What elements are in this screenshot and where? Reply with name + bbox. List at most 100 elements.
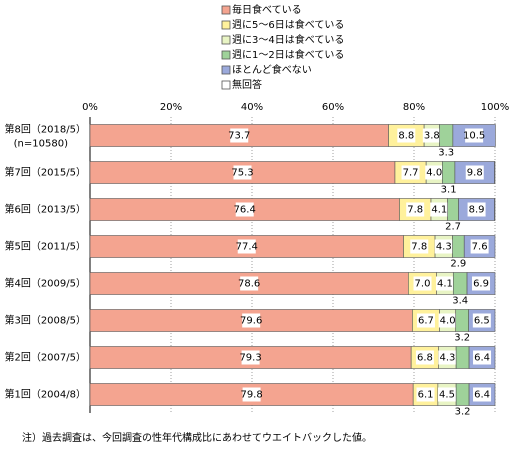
data-label: 77.4: [236, 242, 258, 253]
x-tick-label: 20%: [160, 102, 182, 113]
label-bg: [416, 313, 435, 328]
legend-swatch: [221, 80, 231, 90]
label-bg: [467, 202, 486, 217]
label-bg: [438, 313, 457, 328]
bar-segment: [455, 309, 469, 332]
label-bg: [241, 350, 260, 365]
data-label: 6.7: [418, 316, 434, 327]
data-label: 4.5: [439, 390, 455, 401]
data-label: 7.8: [411, 242, 427, 253]
y-tick-label: 第3回（2008/5）: [4, 314, 86, 327]
x-tick-label: 100%: [481, 102, 510, 113]
data-label: 6.4: [474, 353, 490, 364]
data-label: 8.8: [398, 131, 414, 142]
label-bg: [410, 239, 429, 254]
x-tick-label: 40%: [241, 102, 263, 113]
data-label: 76.4: [234, 205, 256, 216]
label-bg: [472, 313, 491, 328]
data-label: 4.3: [436, 242, 452, 253]
y-tick-note: (n=10580): [14, 139, 68, 150]
label-bg: [230, 128, 249, 143]
data-label: 7.8: [407, 205, 423, 216]
data-label: 6.4: [474, 390, 490, 401]
label-bg: [240, 276, 259, 291]
data-label: 2.9: [450, 259, 466, 270]
data-label: 3.8: [424, 131, 440, 142]
bar-segment: [452, 235, 465, 258]
data-label: 7.0: [415, 279, 431, 290]
data-label: 4.3: [439, 353, 455, 364]
label-bg: [242, 387, 261, 402]
data-label: 3.2: [455, 407, 471, 418]
y-tick-label: 第1回（2004/8）: [4, 388, 86, 401]
y-tick-label: 第2回（2007/5）: [4, 351, 86, 364]
data-label: 3.2: [454, 333, 470, 344]
x-tick-label: 60%: [322, 102, 344, 113]
legend-label: 週に5～6日は食べている: [232, 18, 344, 31]
legend-swatch: [221, 65, 231, 75]
data-label: 75.3: [231, 168, 253, 179]
data-label: 4.1: [431, 205, 447, 216]
label-bg: [472, 276, 491, 291]
label-bg: [242, 313, 261, 328]
label-bg: [397, 128, 416, 143]
y-tick-label: 第4回（2009/5）: [4, 277, 86, 290]
data-label: 6.1: [418, 390, 434, 401]
data-label: 9.8: [467, 168, 483, 179]
legend-label: 毎日食べている: [232, 3, 302, 16]
bar-segment: [455, 346, 470, 369]
legend-label: 週に3～4日は食べている: [232, 33, 344, 46]
legend-label: ほとんど食べない: [232, 63, 312, 76]
data-label: 3.1: [441, 185, 457, 196]
y-tick-label: 第6回（2013/5）: [4, 203, 86, 216]
data-label: 79.3: [239, 353, 261, 364]
legend-swatch: [221, 50, 231, 60]
label-bg: [434, 239, 453, 254]
bar-segment: [455, 383, 470, 406]
label-bg: [235, 202, 254, 217]
bar-segment: [452, 272, 468, 295]
legend-label: 週に1～2日は食べている: [232, 48, 344, 61]
label-bg: [473, 387, 492, 402]
label-bg: [430, 202, 449, 217]
legend-swatch: [221, 5, 231, 15]
x-tick-label: 80%: [403, 102, 425, 113]
data-label: 78.6: [238, 279, 260, 290]
legend-swatch: [221, 20, 231, 30]
data-label: 7.6: [472, 242, 488, 253]
label-bg: [406, 202, 425, 217]
data-label: 3.3: [438, 148, 454, 159]
y-tick-label: 第7回（2015/5）: [4, 166, 86, 179]
data-label: 10.5: [463, 131, 485, 142]
label-bg: [425, 165, 444, 180]
bar-segment: [439, 124, 454, 147]
label-bg: [233, 165, 252, 180]
label-bg: [473, 350, 492, 365]
legend-swatch: [221, 35, 231, 45]
y-tick-label: 第8回（2018/5）: [4, 123, 86, 136]
data-label: 73.7: [228, 131, 250, 142]
data-label: 4.0: [426, 168, 442, 179]
label-bg: [438, 387, 457, 402]
data-label: 7.7: [403, 168, 419, 179]
label-bg: [465, 165, 484, 180]
label-bg: [435, 276, 454, 291]
label-bg: [415, 350, 434, 365]
bar-segment: [442, 161, 456, 184]
label-bg: [465, 128, 484, 143]
data-label: 6.5: [474, 316, 490, 327]
label-bg: [438, 350, 457, 365]
data-label: 6.9: [473, 279, 489, 290]
data-label: 3.4: [452, 296, 468, 307]
label-bg: [237, 239, 256, 254]
data-label: 4.1: [437, 279, 453, 290]
label-bg: [401, 165, 420, 180]
label-bg: [416, 387, 435, 402]
data-label: 79.6: [240, 316, 262, 327]
note: 注）過去調査は、今回調査の性年代構成比にあわせてウエイトバックした値。: [22, 431, 372, 444]
legend-label: 無回答: [232, 78, 262, 91]
bar-segment: [447, 198, 459, 221]
data-label: 2.7: [445, 222, 461, 233]
y-tick-label: 第5回（2011/5）: [4, 240, 86, 253]
